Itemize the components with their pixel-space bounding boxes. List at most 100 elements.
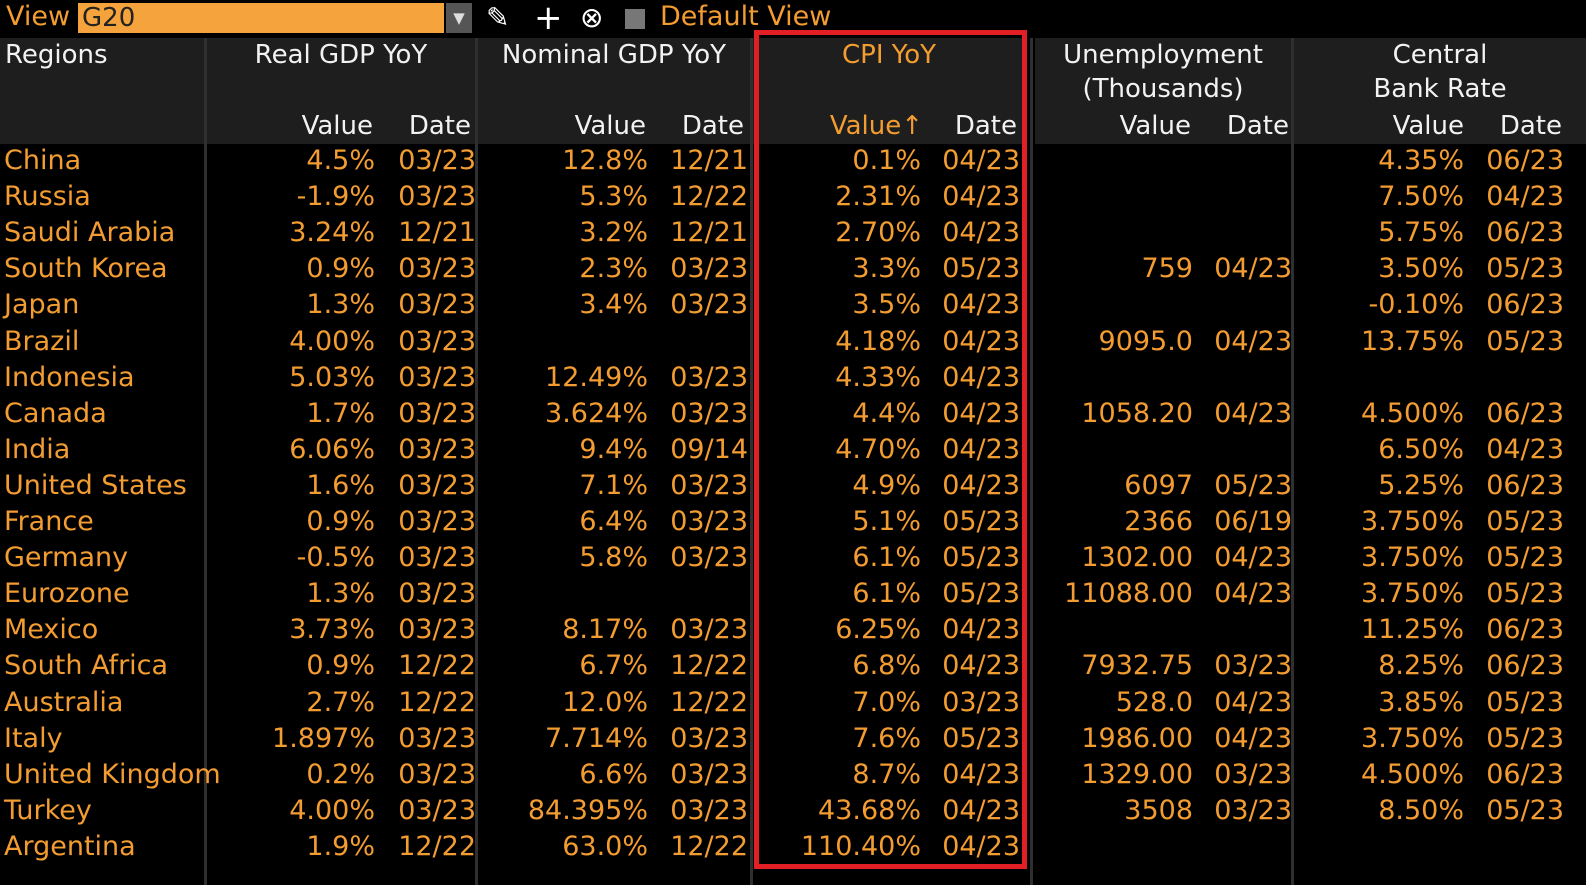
header-unemployment-line1[interactable]: Unemployment — [1063, 40, 1263, 70]
real-gdp-value: 0.9% — [306, 506, 375, 537]
real-gdp-date: 03/23 — [398, 253, 476, 285]
nominal-gdp-value: 12.49% — [545, 361, 648, 393]
table-row[interactable]: Mexico 3.73% 03/23 8.17% 03/23 6.25% 04/23 11.2… — [0, 612, 1586, 648]
table-row[interactable]: Saudi Arabia 3.24% 12/21 3.2% 12/21 2.70% 04/2… — [0, 215, 1586, 251]
table-row[interactable]: Argentina 1.9% 12/22 63.0% 12/22 110.40% 04/23 — [0, 829, 1586, 865]
cpi-date: 04/23 — [942, 145, 1020, 176]
central-bank-value: 4.35% — [1378, 145, 1464, 176]
table-row[interactable]: Italy 1.897% 03/23 7.714% 03/23 7.6% 05/23 1986… — [0, 721, 1586, 757]
cpi-date: 04/23 — [942, 830, 1020, 862]
unemployment-date — [1197, 612, 1292, 648]
unemployment-value — [1035, 360, 1193, 396]
region-cell[interactable]: Mexico — [4, 614, 99, 646]
region-cell[interactable]: United Kingdom — [4, 758, 221, 790]
header-real-gdp[interactable]: Real GDP YoY — [254, 40, 428, 70]
region-cell[interactable]: Australia — [4, 686, 124, 718]
header-central-bank-line2[interactable]: Bank Rate — [1373, 74, 1507, 104]
region-cell[interactable]: South Africa — [4, 650, 169, 682]
table-row[interactable]: India 6.06% 03/23 9.4% 09/14 4.70% 04/23 6.50% 0… — [0, 432, 1586, 468]
nominal-gdp-value: 7.1% — [579, 469, 648, 501]
view-select[interactable]: G20 — [78, 3, 444, 33]
table-row[interactable]: Indonesia 5.03% 03/23 12.49% 03/23 4.33% 04/23 — [0, 360, 1586, 396]
real-gdp-value: 0.2% — [306, 758, 375, 790]
nominal-gdp-value: 7.714% — [545, 722, 648, 754]
nominal-gdp-date: 09/14 — [670, 433, 748, 465]
col-cpi-value-sorted[interactable]: Value↑ — [829, 111, 923, 141]
cpi-value: 6.25% — [835, 614, 921, 646]
header-nominal-gdp[interactable]: Nominal GDP YoY — [501, 40, 727, 70]
chevron-down-icon[interactable]: ▼ — [446, 3, 472, 33]
table-row[interactable]: Eurozone 1.3% 03/23 6.1% 05/23 11088.00 04/23 3… — [0, 576, 1586, 612]
region-cell[interactable]: Turkey — [4, 794, 92, 826]
cpi-value: 4.9% — [852, 469, 921, 501]
divider — [475, 38, 478, 885]
table-row[interactable]: Germany -0.5% 03/23 5.8% 03/23 6.1% 05/23 1302.… — [0, 540, 1586, 576]
header-regions[interactable]: Regions — [5, 40, 108, 70]
table-row[interactable]: France 0.9% 03/23 6.4% 03/23 5.1% 05/23 2366 06/… — [0, 504, 1586, 540]
region-cell[interactable]: Italy — [4, 722, 63, 754]
region-cell[interactable]: Argentina — [4, 830, 136, 862]
region-cell[interactable]: Russia — [4, 181, 91, 213]
table-row[interactable]: United States 1.6% 03/23 7.1% 03/23 4.9% 04/23… — [0, 468, 1586, 504]
region-cell[interactable]: India — [4, 433, 71, 465]
header-central-bank-line1[interactable]: Central — [1392, 40, 1488, 70]
col-unemployment-value[interactable]: Value — [1119, 111, 1191, 141]
region-cell[interactable]: Eurozone — [4, 578, 130, 610]
table-row[interactable]: United Kingdom 0.2% 03/23 6.6% 03/23 8.7% 04/2… — [0, 757, 1586, 793]
region-cell[interactable]: Germany — [4, 542, 129, 574]
unemployment-date: 04/23 — [1214, 578, 1292, 610]
header-cpi[interactable]: CPI YoY — [842, 40, 936, 70]
region-cell[interactable]: Indonesia — [4, 361, 135, 393]
region-cell[interactable]: Japan — [4, 289, 80, 321]
pencil-icon[interactable]: ✎ — [486, 1, 510, 34]
table-row[interactable]: South Africa 0.9% 12/22 6.7% 12/22 6.8% 04/23 7… — [0, 648, 1586, 684]
col-central-bank-value[interactable]: Value — [1392, 111, 1464, 141]
cpi-value: 7.0% — [852, 686, 921, 718]
col-unemployment-date[interactable]: Date — [1226, 111, 1289, 141]
table-row[interactable]: Russia -1.9% 03/23 5.3% 12/22 2.31% 04/23 7.50%… — [0, 179, 1586, 215]
delete-icon[interactable]: ⊗ — [580, 1, 604, 34]
default-view-label[interactable]: Default View — [660, 1, 832, 32]
region-cell[interactable]: Canada — [4, 397, 107, 429]
nominal-gdp-value: 84.395% — [527, 794, 648, 826]
col-real-gdp-value[interactable]: Value — [301, 111, 373, 141]
table-row[interactable]: Turkey 4.00% 03/23 84.395% 03/23 43.68% 04/23 3… — [0, 793, 1586, 829]
header-unemployment-line2[interactable]: (Thousands) — [1082, 74, 1244, 104]
col-central-bank-date[interactable]: Date — [1499, 111, 1562, 141]
table-row[interactable]: Japan 1.3% 03/23 3.4% 03/23 3.5% 04/23 -0.10% 06… — [0, 287, 1586, 323]
col-nominal-gdp-value[interactable]: Value — [574, 111, 646, 141]
real-gdp-value: 5.03% — [289, 361, 375, 393]
table-row[interactable]: South Korea 0.9% 03/23 2.3% 03/23 3.3% 05/23 75… — [0, 251, 1586, 287]
central-bank-date: 04/23 — [1486, 433, 1564, 465]
region-cell[interactable]: Brazil — [4, 325, 80, 357]
square-icon[interactable] — [625, 9, 645, 29]
central-bank-value — [1294, 829, 1464, 865]
central-bank-value: 8.25% — [1378, 650, 1464, 682]
real-gdp-value: 3.24% — [289, 217, 375, 249]
unemployment-value: 1302.00 — [1081, 542, 1193, 574]
table-row[interactable]: Australia 2.7% 12/22 12.0% 12/22 7.0% 03/23 528… — [0, 685, 1586, 721]
region-cell[interactable]: China — [4, 145, 82, 176]
nominal-gdp-date: 12/22 — [670, 686, 748, 718]
plus-icon[interactable]: + — [534, 0, 563, 38]
subheader-real-gdp: Value Date — [207, 108, 475, 144]
col-real-gdp-date[interactable]: Date — [408, 111, 471, 141]
table-row[interactable]: China 4.5% 03/23 12.8% 12/21 0.1% 04/23 4.35% 06… — [0, 143, 1586, 179]
region-cell[interactable]: France — [4, 506, 94, 537]
region-cell[interactable]: South Korea — [4, 253, 168, 285]
cpi-date: 04/23 — [942, 758, 1020, 790]
central-bank-date — [1468, 829, 1564, 865]
region-cell[interactable]: United States — [4, 469, 187, 501]
table-row[interactable]: Canada 1.7% 03/23 3.624% 03/23 4.4% 04/23 1058.… — [0, 396, 1586, 432]
cpi-date: 04/23 — [942, 361, 1020, 393]
nominal-gdp-value: 12.0% — [562, 686, 648, 718]
nominal-gdp-value — [478, 324, 648, 360]
table-row[interactable]: Brazil 4.00% 03/23 4.18% 04/23 9095.0 04/23 13.… — [0, 324, 1586, 360]
col-cpi-date[interactable]: Date — [954, 111, 1017, 141]
nominal-gdp-date — [652, 324, 748, 360]
view-label: View — [6, 1, 71, 32]
col-nominal-gdp-date[interactable]: Date — [681, 111, 744, 141]
nominal-gdp-value: 3.624% — [545, 397, 648, 429]
central-bank-value: 3.750% — [1361, 542, 1464, 574]
region-cell[interactable]: Saudi Arabia — [4, 217, 176, 249]
